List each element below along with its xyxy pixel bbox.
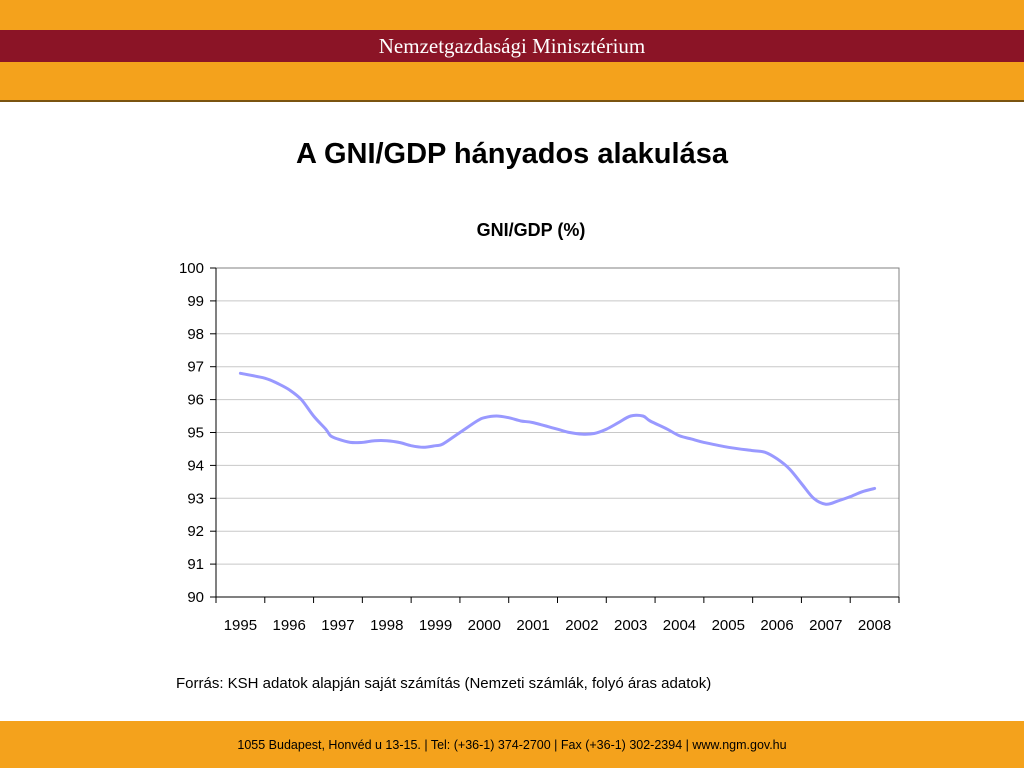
x-tick-label: 2005 [712, 617, 745, 634]
x-tick-label: 1997 [321, 617, 354, 634]
x-tick-label: 1996 [272, 617, 305, 634]
y-tick-label: 100 [179, 260, 204, 277]
y-tick-label: 93 [187, 490, 204, 507]
y-tick-label: 94 [187, 457, 204, 474]
gridlines [216, 300, 899, 565]
y-tick-label: 91 [187, 556, 204, 573]
ministry-name: Nemzetgazdasági Minisztérium [378, 33, 646, 58]
chart-title: GNI/GDP (%) [477, 220, 586, 240]
header-band: Nemzetgazdasági Minisztérium [0, 30, 1024, 62]
y-tick-label: 99 [187, 293, 204, 310]
y-tick-label: 96 [187, 392, 204, 409]
x-tick-label: 2003 [614, 617, 647, 634]
axes: 90 91 92 93 94 95 96 97 98 99 100 1995 1996 1997 1998 1… [179, 260, 900, 634]
y-tick-label: 90 [187, 589, 204, 606]
x-tick-label: 2004 [663, 617, 696, 634]
y-tick-label: 97 [187, 359, 204, 376]
x-tick-label: 2008 [858, 617, 891, 634]
x-tick-label: 2001 [516, 617, 549, 634]
x-tick-label: 2002 [565, 617, 598, 634]
source-note: Forrás: KSH adatok alapján saját számítá… [176, 675, 712, 692]
line-chart: GNI/GDP (%) 90 91 92 93 94 95 96 97 98 99 100 1995 1… [179, 220, 900, 634]
header-bar: Nemzetgazdasági Minisztérium [0, 0, 1024, 102]
y-tick-label: 98 [187, 326, 204, 343]
series-line [238, 371, 877, 506]
x-tick-label: 1999 [419, 617, 452, 634]
x-tick-label: 2006 [760, 617, 793, 634]
x-tick-label: 2000 [468, 617, 501, 634]
y-tick-label: 92 [187, 523, 204, 540]
x-tick-label: 1998 [370, 617, 403, 634]
x-tick-label: 2007 [809, 617, 842, 634]
footer-bar: 1055 Budapest, Honvéd u 13-15. | Tel: (+… [0, 721, 1024, 768]
page-title: A GNI/GDP hányados alakulása [296, 138, 728, 170]
x-tick-label: 1995 [224, 617, 257, 634]
footer-contact: 1055 Budapest, Honvéd u 13-15. | Tel: (+… [237, 737, 787, 752]
y-tick-label: 95 [187, 425, 204, 442]
series-gni-gdp [238, 371, 877, 506]
